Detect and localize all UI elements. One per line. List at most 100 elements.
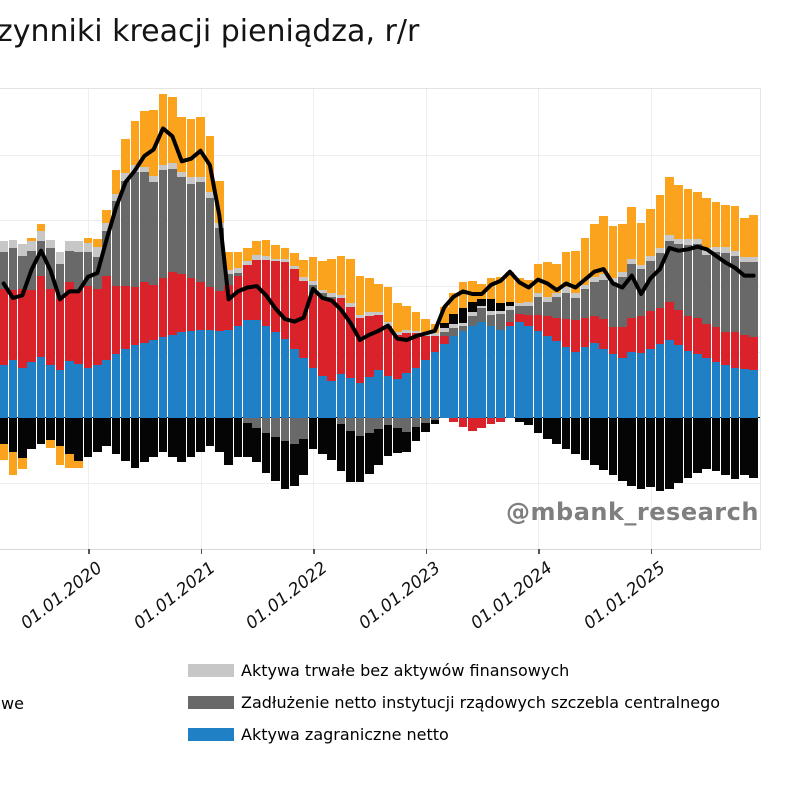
bar-segment-series-black: [599, 417, 608, 471]
bar-segment-aktywa-zagraniczne-netto: [318, 375, 327, 418]
x-tick-mark: [313, 549, 315, 554]
bar-segment-series-black: [730, 417, 740, 480]
bar-segment-aktywa-trwale-bez-aktywow-finansowych: [589, 276, 599, 283]
bar-segment-aktywa-trwale-bez-aktywow-finansowych: [83, 242, 93, 252]
bar-segment-series-orange: [655, 195, 665, 249]
bar-segment-zadluzenie-netto-instytucji-rzadowych: [27, 250, 37, 291]
bar-segment-series-red: [121, 286, 130, 350]
bar-segment-series-red: [177, 274, 187, 333]
bar-segment-aktywa-zagraniczne-netto: [552, 341, 562, 418]
bar-segment-zadluzenie-netto-instytucji-rzadowych: [599, 279, 608, 319]
bar-segment-aktywa-trwale-bez-aktywow-finansowych: [280, 258, 290, 263]
bar-segment-aktywa-trwale-bez-aktywow-finansowych: [683, 238, 693, 246]
bar-segment-series-black: [552, 417, 562, 444]
bar-segment-series-red: [486, 417, 496, 425]
bar-segment-series-red: [730, 332, 740, 368]
bar-segment-aktywa-zagraniczne-netto: [749, 370, 758, 418]
bar-segment-aktywa-trwale-bez-aktywow-finansowych: [224, 270, 233, 275]
chart-title: zynniki kreacji pieniądza, r/r: [0, 14, 420, 49]
bar-segment-zadluzenie-netto-instytucji-rzadowych: [55, 263, 65, 300]
bar-segment-zadluzenie-netto-instytucji-rzadowych: [439, 332, 449, 337]
bar-segment-aktywa-zagraniczne-netto: [721, 365, 730, 418]
bar-segment-aktywa-zagraniczne-netto: [233, 325, 243, 418]
bar-segment-series-black: [252, 428, 262, 463]
bar-segment-series-red: [674, 309, 683, 346]
bar-segment-aktywa-trwale-bez-aktywow-finansowych: [608, 278, 618, 283]
bar-segment-aktywa-zagraniczne-netto: [364, 376, 374, 418]
bar-segment-aktywa-trwale-bez-aktywow-finansowych: [543, 296, 552, 302]
bar-segment-aktywa-trwale-bez-aktywow-finansowych: [524, 301, 533, 306]
bar-segment-series-red: [421, 336, 430, 360]
bar-segment-aktywa-trwale-bez-aktywow-finansowych: [243, 261, 252, 266]
bar-segment-zadluzenie-netto-instytucji-rzadowych: [730, 255, 740, 333]
bar-segment-aktywa-trwale-bez-aktywow-finansowych: [477, 305, 487, 309]
bar-segment-series-black: [749, 417, 758, 479]
bar-segment-series-orange: [693, 191, 702, 239]
bar-segment-series-orange: [261, 240, 271, 256]
bar-segment-series-orange: [711, 202, 721, 247]
bar-segment-series-black: [496, 303, 505, 312]
bar-segment-zadluzenie-netto-instytucji-rzadowych: [243, 417, 252, 423]
bar-segment-aktywa-zagraniczne-netto: [683, 350, 693, 418]
bar-segment-zadluzenie-netto-instytucji-rzadowych: [93, 257, 102, 289]
bar-segment-series-red: [449, 417, 458, 422]
bar-segment-aktywa-trwale-bez-aktywow-finansowych: [721, 246, 730, 254]
bar-segment-zadluzenie-netto-instytucji-rzadowych: [552, 296, 562, 318]
bar-segment-series-black: [524, 417, 533, 426]
bar-segment-series-black: [308, 417, 318, 450]
bar-segment-series-orange: [233, 251, 243, 268]
bar-segment-aktywa-trwale-bez-aktywow-finansowych: [18, 244, 27, 256]
bar-segment-zadluzenie-netto-instytucji-rzadowych: [224, 274, 233, 285]
bar-segment-series-orange: [739, 217, 749, 258]
bar-segment-aktywa-zagraniczne-netto: [627, 351, 637, 418]
bar-segment-aktywa-trwale-bez-aktywow-finansowych: [674, 238, 683, 245]
bar-segment-series-black: [243, 422, 252, 457]
bar-segment-series-orange: [271, 245, 280, 259]
x-tick-mark: [538, 549, 540, 554]
bar-segment-zadluzenie-netto-instytucji-rzadowych: [674, 244, 683, 310]
bar-segment-series-orange: [168, 96, 177, 163]
x-tick-mark: [200, 549, 202, 554]
bar-segment-zadluzenie-netto-instytucji-rzadowych: [468, 316, 477, 326]
bar-segment-zadluzenie-netto-instytucji-rzadowych: [111, 200, 121, 287]
bar-segment-aktywa-zagraniczne-netto: [46, 365, 55, 418]
bar-segment-aktywa-zagraniczne-netto: [64, 361, 74, 418]
bar-segment-aktywa-trwale-bez-aktywow-finansowych: [374, 312, 383, 316]
bar-segment-zadluzenie-netto-instytucji-rzadowych: [177, 177, 187, 275]
bar-segment-series-black: [8, 417, 18, 452]
bar-segment-series-red: [533, 315, 543, 331]
bar-segment-series-red: [271, 261, 280, 333]
bar-segment-series-orange: [308, 257, 318, 281]
x-tick-label: 01.01.2020: [17, 558, 107, 634]
bar-segment-series-orange: [505, 271, 515, 302]
bar-segment-aktywa-trwale-bez-aktywow-finansowych: [139, 166, 149, 172]
bar-segment-aktywa-zagraniczne-netto: [580, 346, 590, 418]
bar-segment-aktywa-trwale-bez-aktywow-finansowych: [655, 248, 665, 254]
bar-segment-series-red: [83, 286, 93, 368]
bar-segment-series-red: [158, 278, 168, 338]
bar-segment-zadluzenie-netto-instytucji-rzadowych: [383, 417, 393, 426]
bar-segment-series-red: [308, 294, 318, 368]
bar-segment-aktywa-trwale-bez-aktywow-finansowych: [599, 274, 608, 280]
bar-segment-series-red: [627, 317, 637, 352]
bar-segment-series-black: [233, 417, 243, 457]
bar-segment-series-black: [533, 417, 543, 434]
bar-segment-series-red: [55, 299, 65, 371]
bar-segment-series-orange: [374, 283, 383, 313]
bar-segment-aktywa-trwale-bez-aktywow-finansowych: [618, 271, 627, 277]
bar-segment-aktywa-trwale-bez-aktywow-finansowych: [318, 290, 327, 293]
bar-segment-series-black: [664, 417, 674, 489]
bar-segment-aktywa-trwale-bez-aktywow-finansowych: [730, 250, 740, 256]
bar-segment-series-black: [261, 433, 271, 473]
bar-segment-series-orange: [430, 324, 440, 334]
bar-segment-series-black: [74, 417, 83, 461]
bar-segment-series-black: [458, 308, 468, 323]
bar-segment-aktywa-zagraniczne-netto: [655, 343, 665, 418]
bar-segment-aktywa-trwale-bez-aktywow-finansowych: [364, 312, 374, 317]
bar-segment-series-black: [449, 313, 458, 325]
bar-segment-aktywa-trwale-bez-aktywow-finansowych: [552, 292, 562, 297]
bar-segment-series-black: [571, 417, 580, 455]
bar-segment-aktywa-trwale-bez-aktywow-finansowych: [252, 254, 262, 260]
bar-segment-aktywa-zagraniczne-netto: [646, 349, 655, 418]
bar-segment-series-orange: [252, 241, 262, 255]
